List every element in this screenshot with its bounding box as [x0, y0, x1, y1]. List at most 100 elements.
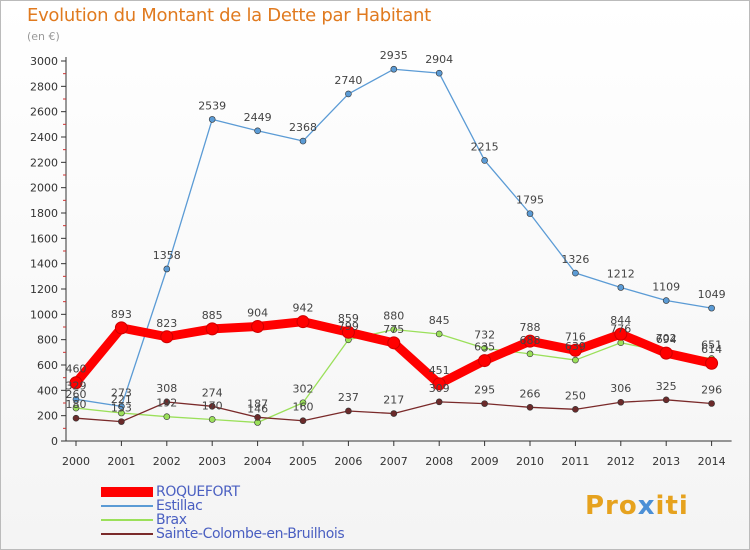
data-label-1: 329 [66, 379, 87, 392]
data-label-2: 639 [565, 340, 586, 353]
data-label-2: 732 [474, 328, 495, 341]
series-point-3 [163, 398, 171, 406]
x-tick-label: 2000 [62, 455, 90, 468]
y-tick-label: 400 [37, 384, 58, 397]
x-tick-label: 2004 [244, 455, 272, 468]
proxiti-logo: Proxiti [585, 491, 689, 521]
series-point-1 [390, 65, 398, 73]
series-point-1 [572, 269, 579, 277]
series-point-1 [662, 297, 670, 304]
series-point-0 [251, 319, 265, 333]
y-tick-label: 3000 [30, 55, 58, 68]
series-point-2 [572, 356, 579, 364]
y-tick-label: 600 [37, 359, 58, 372]
x-tick-label: 2002 [153, 455, 181, 468]
x-tick-label: 2003 [198, 455, 226, 468]
series-point-0 [160, 330, 174, 344]
series-point-2 [163, 413, 171, 420]
series-point-3 [299, 417, 307, 425]
data-label-1: 2904 [425, 53, 453, 66]
series-point-0 [387, 336, 401, 350]
series-point-3 [526, 404, 534, 411]
data-label-0: 788 [520, 321, 541, 334]
y-tick-label: 2800 [30, 80, 58, 93]
data-label-0: 460 [66, 363, 87, 376]
data-label-1: 1109 [652, 281, 680, 294]
y-tick-label: 1000 [30, 308, 58, 321]
data-label-2: 651 [701, 339, 722, 352]
legend-label: ROQUEFORT [156, 484, 240, 500]
data-label-3: 274 [202, 386, 223, 399]
legend-swatch [101, 505, 153, 507]
y-tick-label: 0 [51, 435, 58, 448]
data-label-3: 306 [610, 382, 631, 395]
series-point-3 [118, 418, 125, 425]
data-label-0: 859 [338, 312, 359, 325]
data-label-3: 308 [156, 382, 177, 395]
series-point-1 [708, 304, 715, 312]
x-tick-label: 2005 [289, 455, 317, 468]
series-point-0 [205, 322, 219, 336]
data-label-2: 880 [383, 310, 404, 323]
data-label-2: 302 [293, 383, 314, 396]
y-tick-label: 2000 [30, 182, 58, 195]
x-tick-label: 2011 [561, 455, 589, 468]
legend-label: Sainte-Colombe-en-Bruilhois [156, 526, 345, 542]
data-label-1: 1049 [698, 288, 726, 301]
data-label-3: 153 [111, 402, 132, 415]
data-label-3: 309 [429, 382, 450, 395]
data-label-3: 160 [293, 401, 314, 414]
y-tick-label: 1400 [30, 258, 58, 271]
x-tick-label: 2010 [516, 455, 544, 468]
chart-unit: (en €) [27, 30, 60, 43]
series-point-2 [617, 339, 625, 347]
legend-label: Estillac [156, 498, 203, 514]
series-point-3 [390, 410, 398, 417]
series-point-1 [526, 210, 534, 217]
data-label-2: 702 [656, 332, 677, 345]
data-label-0: 893 [111, 308, 132, 321]
data-label-0: 716 [565, 330, 586, 343]
y-tick-label: 2200 [30, 156, 58, 169]
data-label-0: 823 [156, 317, 177, 330]
series-point-1 [345, 90, 352, 98]
data-label-1: 1358 [153, 249, 181, 262]
data-label-2: 192 [156, 397, 177, 410]
chart-title: Evolution du Montant de la Dette par Hab… [27, 5, 431, 26]
series-point-3 [572, 406, 579, 413]
data-label-0: 775 [383, 323, 404, 336]
y-tick-label: 2600 [30, 106, 58, 119]
data-label-2: 260 [66, 388, 87, 401]
series-point-3 [345, 407, 352, 415]
data-label-0: 635 [474, 341, 495, 354]
series-point-1 [163, 265, 171, 273]
x-tick-label: 2013 [652, 455, 680, 468]
series-point-2 [390, 326, 398, 333]
series-point-3 [617, 398, 625, 406]
series-point-0 [114, 321, 128, 335]
data-label-3: 325 [656, 380, 677, 393]
series-point-0 [523, 334, 537, 348]
series-point-0 [296, 315, 310, 329]
series-point-3 [481, 400, 488, 407]
y-tick-label: 200 [37, 410, 58, 423]
y-tick-label: 800 [37, 334, 58, 347]
data-label-2: 688 [520, 334, 541, 347]
series-point-1 [481, 157, 488, 164]
data-label-3: 187 [247, 397, 268, 410]
data-label-2: 776 [610, 323, 631, 336]
data-label-1: 1326 [561, 253, 589, 266]
data-label-0: 942 [293, 302, 314, 315]
data-label-2: 146 [247, 403, 268, 416]
legend-swatch [101, 533, 153, 535]
data-label-3: 295 [474, 384, 495, 397]
legend-swatch [101, 487, 153, 497]
series-point-3 [662, 396, 670, 404]
series-point-0 [478, 354, 492, 368]
data-label-1: 2740 [334, 74, 362, 87]
series-point-3 [254, 414, 261, 421]
x-tick-label: 2006 [334, 455, 362, 468]
y-tick-label: 1600 [30, 232, 58, 245]
y-tick-label: 1800 [30, 207, 58, 220]
data-label-1: 2368 [289, 121, 317, 134]
